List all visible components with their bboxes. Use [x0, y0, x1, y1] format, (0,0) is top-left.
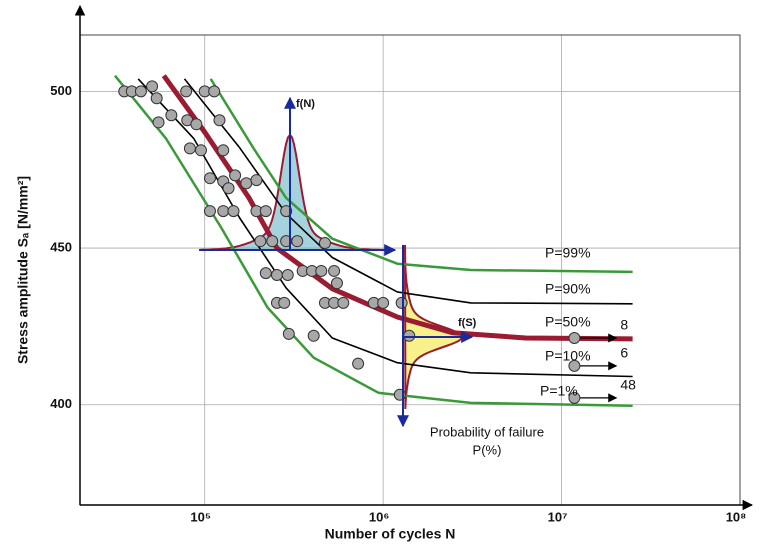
- runout-count: 8: [620, 317, 628, 333]
- data-point: [338, 297, 349, 308]
- data-point: [316, 265, 327, 276]
- fn-label: f(N): [296, 98, 315, 110]
- data-point: [184, 143, 195, 154]
- x-tick-label: 10⁵: [190, 509, 211, 524]
- data-point: [151, 93, 162, 104]
- data-point: [135, 86, 146, 97]
- y-tick-label: 500: [50, 83, 72, 98]
- data-point: [241, 178, 252, 189]
- data-point: [251, 175, 262, 186]
- data-point: [181, 86, 192, 97]
- y-tick-label: 400: [50, 396, 72, 411]
- failure-unit: P(%): [473, 442, 502, 457]
- curve-label: P=1%: [540, 383, 578, 399]
- data-point: [283, 328, 294, 339]
- y-tick-label: 450: [50, 240, 72, 255]
- plot-frame: [80, 35, 740, 505]
- data-point: [292, 236, 303, 247]
- curve-label: P=99%: [545, 245, 591, 261]
- data-point: [396, 297, 407, 308]
- x-tick-label: 10⁸: [726, 509, 747, 524]
- data-point: [214, 115, 225, 126]
- data-point: [147, 81, 158, 92]
- points: [119, 81, 617, 403]
- data-point: [353, 358, 364, 369]
- data-point: [218, 145, 229, 156]
- data-point: [230, 170, 241, 181]
- grid: [80, 35, 740, 505]
- runout-count: 6: [620, 345, 628, 361]
- data-point: [329, 265, 340, 276]
- data-point: [153, 117, 164, 128]
- data-point: [204, 206, 215, 217]
- x-tick-label: 10⁷: [548, 509, 568, 524]
- data-point: [191, 119, 202, 130]
- x-tick-label: 10⁶: [369, 509, 389, 524]
- data-point: [282, 270, 293, 281]
- data-point: [228, 206, 239, 217]
- data-point: [279, 297, 290, 308]
- chart: f(N) f(S) Probability of failure P(%) Nu…: [0, 0, 761, 546]
- curve-label: P=50%: [545, 314, 591, 330]
- data-point: [267, 236, 278, 247]
- data-point: [204, 173, 215, 184]
- data-point: [218, 206, 229, 217]
- data-point: [378, 297, 389, 308]
- data-point: [271, 270, 282, 281]
- data-point: [260, 206, 271, 217]
- runout-count: 48: [620, 377, 636, 393]
- data-point: [260, 268, 271, 279]
- data-point: [308, 330, 319, 341]
- data-point: [209, 86, 220, 97]
- y-axis-label: Stress amplitude Sₐ [N/mm²]: [15, 176, 31, 364]
- data-point: [404, 330, 415, 341]
- data-point: [255, 236, 266, 247]
- data-point: [166, 110, 177, 121]
- data-point: [331, 278, 342, 289]
- fs-label: f(S): [458, 317, 477, 329]
- curve-label: P=90%: [545, 281, 591, 297]
- curve: [138, 79, 632, 377]
- data-point: [195, 145, 206, 156]
- runout-point: [569, 332, 580, 343]
- data-point: [319, 238, 330, 249]
- x-axis-label: Number of cycles N: [325, 526, 456, 542]
- data-point: [223, 183, 234, 194]
- curve-label: P=10%: [545, 348, 591, 364]
- failure-label: Probability of failure: [430, 424, 544, 439]
